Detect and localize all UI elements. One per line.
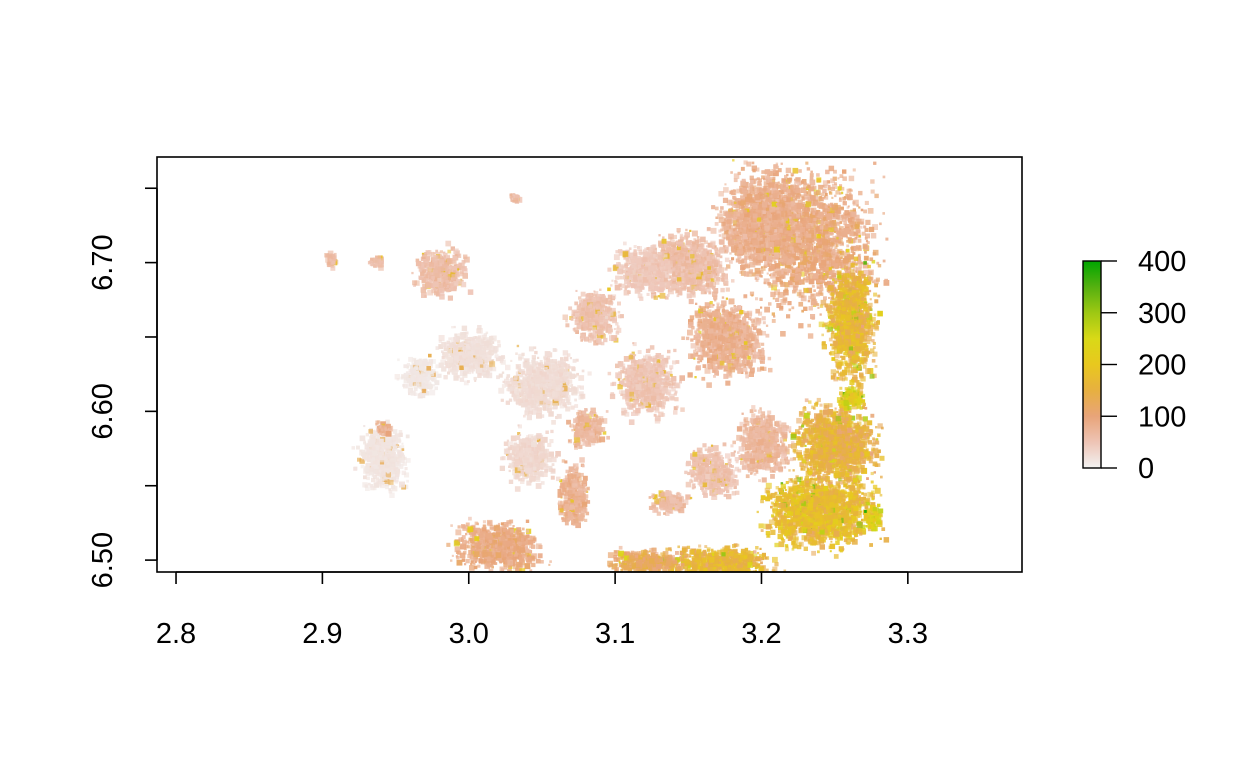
raster-patch <box>324 250 339 271</box>
y-tick-label: 6.60 <box>87 383 119 439</box>
raster-patch <box>498 344 592 425</box>
x-tick-label: 2.9 <box>302 618 342 650</box>
y-axis: 6.50 6.60 6.70 <box>87 187 158 588</box>
y-tick-label: 6.70 <box>87 234 119 290</box>
raster-patch <box>435 325 506 386</box>
raster-layer <box>324 159 890 572</box>
raster-patch <box>562 287 624 346</box>
raster-patch <box>863 501 884 532</box>
legend-tick-label: 200 <box>1138 350 1186 382</box>
raster-patch <box>684 442 742 500</box>
x-tick-label: 3.2 <box>741 618 781 650</box>
raster-patch <box>557 457 591 529</box>
x-tick-label: 2.8 <box>156 618 196 650</box>
legend-tick-label: 300 <box>1138 298 1186 330</box>
x-axis: 2.8 2.9 3.0 3.1 3.2 3.3 <box>156 571 928 650</box>
raster-patch <box>818 251 883 394</box>
raster-patch <box>644 227 735 305</box>
raster-patch <box>394 353 442 399</box>
raster-patch <box>446 516 552 572</box>
raster-patch <box>607 545 687 572</box>
raster-patch <box>375 420 394 437</box>
raster-patch <box>367 255 384 271</box>
raster-patch <box>710 159 819 285</box>
x-tick-label: 3.0 <box>449 618 489 650</box>
raster-patch <box>499 424 561 492</box>
raster-patch <box>648 490 689 516</box>
x-tick-label: 3.3 <box>888 618 928 650</box>
raster-patch <box>509 193 523 204</box>
raster-patch <box>756 464 890 559</box>
raster-patch <box>411 240 474 301</box>
legend-tick-label: 100 <box>1138 401 1186 433</box>
raster-patch <box>732 405 795 483</box>
raster-patch <box>566 407 610 450</box>
raster-patch <box>607 342 685 425</box>
legend-tick-label: 0 <box>1138 453 1154 485</box>
color-legend: 0 100 200 300 400 <box>1082 246 1186 485</box>
plot-frame <box>156 156 1023 573</box>
raster-patch <box>681 294 773 388</box>
raster-patch <box>607 241 684 301</box>
y-tick-label: 6.50 <box>87 532 119 588</box>
legend-tick-label: 400 <box>1138 246 1186 278</box>
raster-patch <box>836 382 866 411</box>
legend-colorbar <box>1082 260 1102 469</box>
x-tick-label: 3.1 <box>595 618 635 650</box>
